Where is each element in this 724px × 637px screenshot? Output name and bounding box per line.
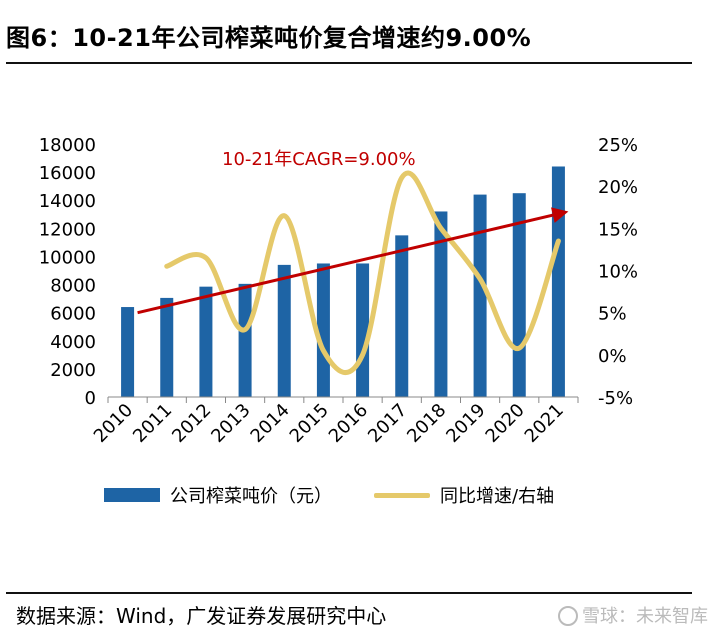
- x-tick-label: 2014: [247, 400, 294, 447]
- x-tick-label: 2012: [168, 400, 215, 447]
- y-left-tick-label: 0: [85, 388, 96, 409]
- x-tick-label: 2018: [403, 400, 450, 447]
- legend-swatch-line: [374, 492, 430, 498]
- y-left-tick-label: 16000: [39, 163, 96, 184]
- bar: [160, 297, 174, 397]
- y-right-tick-label: 15%: [598, 219, 638, 240]
- cagr-arrow-line: [137, 212, 559, 315]
- bar: [277, 264, 291, 397]
- legend: 公司榨菜吨价（元） 同比增速/右轴: [0, 482, 724, 512]
- y-left-tick-label: 12000: [39, 219, 96, 240]
- legend-swatch-bar: [104, 488, 160, 502]
- y-right-tick-label: 20%: [598, 177, 638, 198]
- title-underline: [6, 62, 692, 64]
- bar: [121, 307, 135, 397]
- bar: [473, 194, 487, 397]
- bar: [434, 211, 448, 397]
- chart-canvas: 0 2000 4000 6000 8000 10000 12000 14000 16000 180…: [39, 135, 638, 447]
- y-left-tick-label: 14000: [39, 191, 96, 212]
- x-tick-label: 2019: [442, 400, 489, 447]
- x-tick-label: 2011: [129, 400, 176, 447]
- chart-title: 图6：10-21年公司榨菜吨价复合增速约9.00%: [6, 24, 532, 52]
- legend-item-price: 公司榨菜吨价（元）: [104, 482, 332, 508]
- y-left-tick-label: 6000: [50, 304, 96, 325]
- y-left-tick-label: 4000: [50, 332, 96, 353]
- bar: [356, 263, 370, 397]
- x-tick-label: 2021: [521, 400, 568, 447]
- bar: [551, 166, 565, 397]
- y-left-tick-label: 18000: [39, 135, 96, 156]
- y-left-tick-label: 8000: [50, 276, 96, 297]
- bar: [199, 286, 213, 397]
- y-right-tick-label: 25%: [598, 135, 638, 156]
- source-note: 数据来源：Wind，广发证券发展研究中心: [16, 604, 387, 628]
- legend-label-price: 公司榨菜吨价（元）: [170, 486, 332, 507]
- y-right-tick-label: 10%: [598, 262, 638, 283]
- x-tick-label: 2013: [207, 400, 254, 447]
- growth-line: [164, 170, 561, 376]
- cagr-annotation-label: 10-21年CAGR=9.00%: [222, 149, 416, 170]
- legend-item-growth: 同比增速/右轴: [374, 482, 554, 508]
- watermark-text: 雪球：未来智库: [582, 606, 708, 627]
- x-tick-label: 2017: [364, 400, 411, 447]
- snowball-logo-icon: [558, 606, 578, 626]
- bar: [238, 283, 252, 397]
- y-left-tick-label: 10000: [39, 247, 96, 268]
- y-right-tick-label: 5%: [598, 304, 627, 325]
- x-tick-label: 2010: [90, 400, 137, 447]
- legend-label-growth: 同比增速/右轴: [440, 486, 555, 507]
- y-right-tick-label: 0%: [598, 346, 627, 367]
- bar: [395, 235, 409, 397]
- footer-rule: [6, 592, 692, 594]
- x-tick-label: 2015: [286, 400, 333, 447]
- y-left-tick-label: 2000: [50, 360, 96, 381]
- x-tick-label: 2020: [482, 400, 529, 447]
- y-right-tick-label: -5%: [598, 388, 633, 409]
- bar: [316, 263, 330, 397]
- cagr-arrow-head: [551, 207, 569, 223]
- x-tick-label: 2016: [325, 400, 372, 447]
- watermark: 雪球：未来智库: [558, 602, 708, 628]
